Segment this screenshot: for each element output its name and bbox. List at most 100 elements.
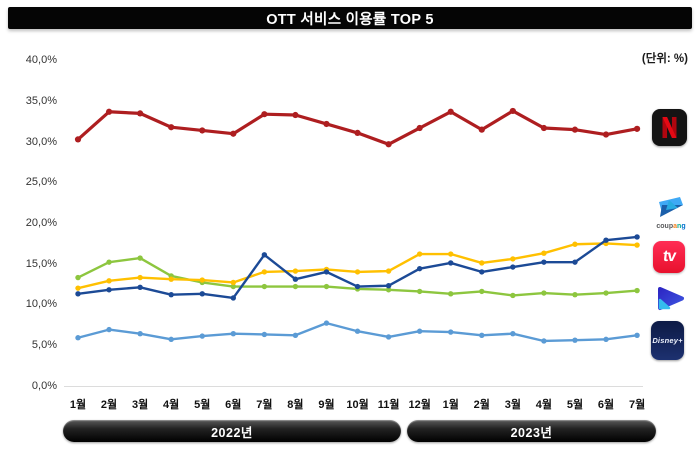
data-point	[510, 330, 516, 337]
chart-title: OTT 서비스 이용률 TOP 5	[266, 11, 434, 28]
data-point	[385, 287, 392, 293]
data-point	[540, 124, 548, 132]
y-axis-label: 30,0%	[25, 135, 57, 148]
data-point	[137, 284, 143, 291]
coupang-play-glyph	[659, 197, 683, 217]
data-point	[541, 338, 547, 344]
data-point	[416, 328, 423, 334]
data-point	[168, 336, 174, 343]
data-point	[261, 331, 268, 338]
data-point	[509, 107, 516, 115]
data-point	[323, 283, 330, 290]
data-point	[416, 251, 423, 257]
data-point	[385, 141, 392, 148]
data-point	[261, 269, 268, 275]
data-point	[510, 256, 516, 262]
data-point	[572, 337, 578, 343]
data-point	[230, 295, 236, 301]
x-axis-label: 5월	[194, 399, 211, 411]
data-point	[230, 130, 237, 137]
data-point	[137, 330, 143, 337]
y-axis-label: 20,0%	[25, 216, 57, 229]
data-point	[416, 265, 423, 272]
x-axis-label: 9월	[318, 399, 335, 411]
data-point	[385, 268, 392, 274]
data-point	[75, 291, 81, 297]
data-point	[106, 278, 112, 284]
data-point	[261, 252, 268, 258]
y-axis-label: 25,0%	[25, 176, 57, 189]
disney-plus-tile: Disney+	[651, 321, 684, 360]
period-bar-2022-label: 2022년	[211, 425, 253, 440]
x-axis-label: 2월	[100, 399, 118, 411]
y-axis-label: 5,0%	[31, 338, 57, 351]
data-point	[354, 328, 361, 334]
data-point	[261, 283, 268, 290]
data-point	[541, 259, 547, 265]
data-point	[137, 274, 143, 281]
wavve-play-glyph	[658, 287, 684, 310]
data-point	[571, 126, 579, 133]
x-axis-label: 6월	[225, 399, 242, 411]
data-point	[199, 291, 205, 297]
data-point	[479, 269, 485, 275]
data-point	[572, 291, 578, 298]
data-point	[603, 290, 609, 296]
data-point	[633, 125, 641, 132]
data-point	[75, 335, 81, 341]
tving-icon: tv	[653, 241, 685, 273]
x-axis-label: 5월	[566, 399, 584, 411]
data-point	[541, 250, 547, 256]
x-axis-label: 11월	[377, 399, 400, 411]
tving-tv-glyph: tv	[662, 248, 677, 265]
tving-tile: tv	[653, 241, 685, 273]
x-axis-label: 12월	[408, 399, 431, 411]
y-axis-label: 35,0%	[25, 95, 57, 108]
data-point	[199, 333, 205, 339]
data-point	[75, 274, 81, 281]
data-point	[572, 241, 578, 247]
x-axis-label: 6월	[597, 399, 615, 411]
data-point	[292, 283, 299, 290]
data-point	[292, 111, 299, 119]
period-bar-2023: 2023년	[407, 420, 656, 442]
data-point	[416, 288, 423, 295]
netflix-icon	[652, 109, 687, 146]
data-point	[354, 129, 361, 137]
data-point	[323, 269, 330, 275]
data-point	[634, 332, 640, 338]
data-point	[74, 136, 82, 143]
data-point	[448, 291, 454, 297]
data-point	[354, 283, 361, 290]
data-point	[292, 268, 299, 274]
data-point	[230, 279, 236, 286]
series-line-tving	[76, 242, 639, 290]
netflix-n-glyph	[662, 117, 677, 138]
data-point	[572, 259, 578, 265]
data-point	[137, 110, 144, 117]
data-point	[261, 111, 268, 118]
unit-note: (단위: %)	[641, 53, 688, 65]
x-axis-label: 8월	[287, 399, 304, 411]
data-point	[385, 334, 392, 340]
data-point	[292, 276, 299, 282]
data-point	[634, 242, 640, 248]
x-axis-label: 7월	[256, 399, 273, 411]
data-point	[634, 234, 640, 240]
data-point	[479, 332, 485, 338]
x-axis-label: 1월	[69, 399, 87, 411]
data-point	[106, 259, 112, 265]
data-point	[106, 287, 112, 293]
data-point	[634, 287, 640, 294]
disney-plus-wordmark: Disney+	[652, 336, 683, 345]
chart-title-bar: OTT 서비스 이용률 TOP 5	[8, 7, 692, 29]
data-point	[354, 269, 361, 275]
data-point	[602, 131, 610, 138]
y-axis-label: 15,0%	[25, 257, 57, 270]
coupang-wordmark: coupang	[656, 223, 686, 230]
wavve-icon	[656, 286, 686, 316]
data-point	[447, 108, 454, 115]
disney-plus-icon: Disney+	[651, 321, 684, 360]
